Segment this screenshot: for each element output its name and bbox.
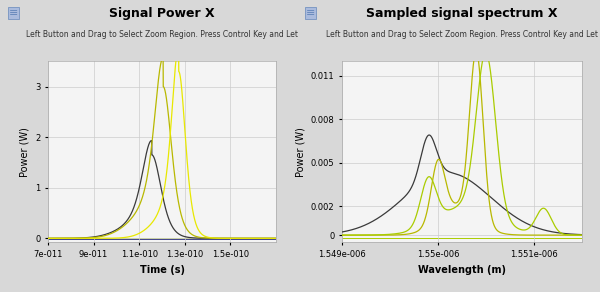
Text: Sampled signal spectrum X: Sampled signal spectrum X (366, 7, 558, 20)
Text: Left Button and Drag to Select Zoom Region. Press Control Key and Let: Left Button and Drag to Select Zoom Regi… (326, 30, 598, 39)
Text: Left Button and Drag to Select Zoom Region. Press Control Key and Let: Left Button and Drag to Select Zoom Regi… (26, 30, 298, 39)
Text: ≡: ≡ (306, 8, 316, 18)
Text: Signal Power X: Signal Power X (109, 7, 215, 20)
Text: ≡: ≡ (9, 8, 19, 18)
Y-axis label: Power (W): Power (W) (295, 127, 305, 177)
X-axis label: Wavelength (m): Wavelength (m) (418, 265, 506, 274)
X-axis label: Time (s): Time (s) (139, 265, 185, 274)
Y-axis label: Power (W): Power (W) (19, 127, 29, 177)
